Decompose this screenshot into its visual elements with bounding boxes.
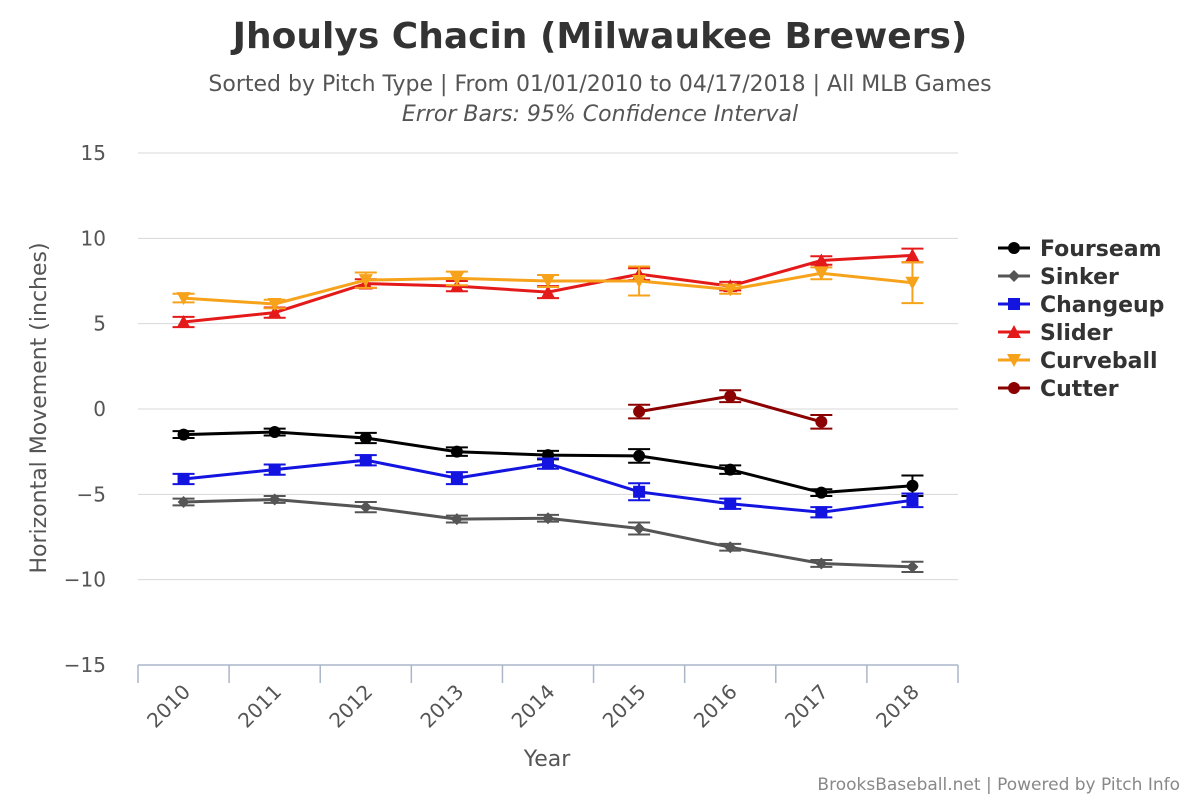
- data-point: [814, 267, 829, 281]
- data-point: [632, 275, 647, 288]
- data-point: [633, 522, 646, 535]
- chart-title: Jhoulys Chacin (Milwaukee Brewers): [230, 16, 968, 57]
- data-point: [359, 454, 372, 467]
- data-point: [268, 463, 281, 476]
- data-point: [815, 506, 828, 519]
- legend-item-changeup[interactable]: Changeup: [998, 293, 1164, 318]
- data-point: [905, 276, 920, 290]
- data-point: [815, 486, 828, 499]
- x-tick-label: 2018: [871, 680, 924, 733]
- legend-marker: [1007, 325, 1021, 338]
- data-point: [906, 479, 919, 492]
- data-point: [633, 449, 646, 462]
- data-point: [724, 390, 737, 403]
- data-point: [633, 405, 646, 418]
- series-sinker: [172, 493, 924, 573]
- y-tick-label: −10: [64, 568, 106, 592]
- x-tick-label: 2012: [324, 680, 377, 733]
- y-axis-ticks: 15 10 5 0 −5 −10 −15: [64, 141, 106, 677]
- x-axis-title: Year: [523, 747, 572, 772]
- data-point: [814, 253, 829, 267]
- data-point: [268, 493, 281, 506]
- x-tick-label: 2017: [780, 680, 833, 733]
- legend-item-curveball[interactable]: Curveball: [998, 349, 1158, 374]
- data-point: [541, 275, 555, 288]
- x-tick-label: 2014: [507, 680, 560, 733]
- data-point: [268, 426, 281, 439]
- data-point: [267, 305, 282, 319]
- data-point: [815, 415, 828, 428]
- y-tick-label: 10: [81, 226, 106, 250]
- data-point: [450, 472, 463, 485]
- y-tick-label: −5: [77, 482, 106, 506]
- data-point: [176, 292, 191, 306]
- x-tick-label: 2011: [233, 680, 286, 733]
- chart-credit[interactable]: BrooksBaseball.net | Powered by Pitch In…: [817, 775, 1180, 795]
- series-cutter: [628, 389, 833, 430]
- data-point: [724, 541, 737, 554]
- data-point: [542, 512, 554, 525]
- x-axis: 2010 2011 2012 2013 2014 2015 2016 2017 2018: [137, 664, 959, 733]
- legend[interactable]: Fourseam Sinker Changeup Slider Curveball Cut…: [998, 237, 1164, 402]
- y-axis-title: Horizontal Movement (inches): [27, 242, 52, 573]
- legend-item-sinker[interactable]: Sinker: [998, 265, 1119, 290]
- chart-subtitle: Sorted by Pitch Type | From 01/01/2010 t…: [208, 72, 991, 97]
- data-point: [450, 445, 463, 458]
- x-tick-label: 2010: [142, 680, 195, 733]
- plot-area: [172, 247, 924, 573]
- data-point: [724, 497, 737, 510]
- data-point: [542, 457, 554, 470]
- data-point: [359, 501, 372, 514]
- legend-label: Fourseam: [1040, 237, 1162, 262]
- data-point: [905, 248, 920, 262]
- legend-marker: [1008, 270, 1020, 282]
- legend-marker: [1008, 382, 1020, 394]
- legend-item-slider[interactable]: Slider: [998, 321, 1113, 346]
- data-point: [906, 560, 919, 573]
- data-point: [906, 494, 919, 507]
- data-point: [450, 513, 463, 526]
- data-point: [176, 314, 191, 328]
- legend-label: Cutter: [1040, 377, 1119, 402]
- legend-label: Sinker: [1040, 265, 1119, 290]
- data-point: [267, 298, 282, 312]
- x-tick-label: 2013: [415, 680, 468, 733]
- legend-label: Changeup: [1040, 293, 1164, 318]
- data-point: [723, 283, 738, 297]
- data-point: [815, 557, 828, 570]
- legend-marker: [1007, 354, 1021, 367]
- series-changeup: [172, 454, 924, 519]
- y-tick-label: −15: [64, 653, 106, 677]
- y-tick-label: 15: [81, 141, 106, 165]
- legend-label: Slider: [1040, 321, 1113, 346]
- y-tick-label: 5: [93, 312, 106, 336]
- data-point: [358, 274, 373, 288]
- series-slider: [172, 247, 924, 329]
- legend-marker: [1008, 298, 1020, 310]
- y-tick-label: 0: [93, 397, 106, 421]
- data-point: [541, 285, 555, 299]
- chart-subtitle-ci: Error Bars: 95% Confidence Interval: [402, 102, 798, 127]
- data-point: [359, 432, 372, 445]
- data-point: [177, 428, 190, 441]
- x-tick-label: 2016: [689, 680, 742, 733]
- legend-item-fourseam[interactable]: Fourseam: [998, 237, 1162, 262]
- x-tick-label: 2015: [598, 680, 651, 733]
- data-point: [633, 485, 646, 498]
- data-point: [177, 472, 190, 485]
- legend-item-cutter[interactable]: Cutter: [998, 377, 1119, 402]
- legend-marker: [1008, 242, 1020, 254]
- data-point: [724, 463, 737, 476]
- legend-label: Curveball: [1040, 349, 1158, 374]
- data-point: [449, 272, 464, 286]
- series-curveball: [172, 261, 924, 312]
- data-point: [177, 496, 190, 509]
